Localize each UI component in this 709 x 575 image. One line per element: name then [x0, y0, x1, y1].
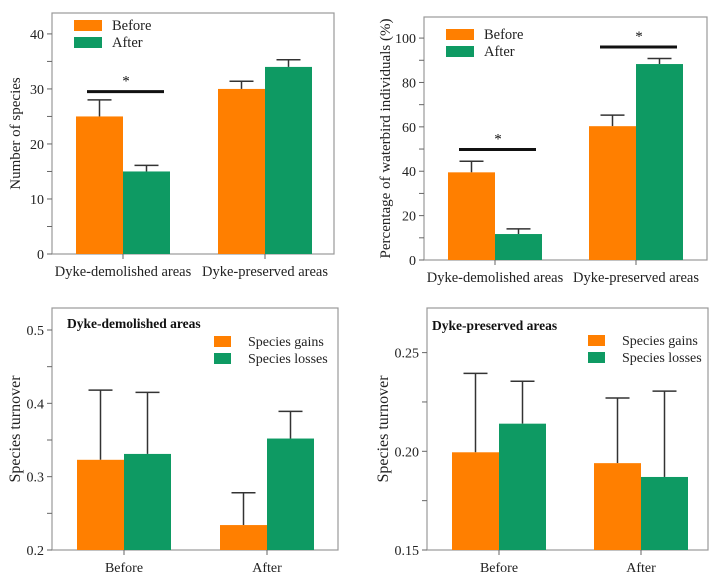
y-tick-label: 60	[402, 121, 416, 136]
legend-swatch	[446, 46, 474, 57]
legend-swatch	[588, 352, 605, 363]
significance-label: *	[635, 29, 643, 45]
legend-label: After	[484, 44, 515, 60]
y-tick-label: 0.5	[27, 324, 45, 339]
x-tick-label: Dyke-preserved areas	[202, 264, 328, 280]
y-axis-label: Number of species	[8, 77, 24, 190]
bar-species-losses	[641, 476, 688, 550]
y-tick-label: 0.4	[27, 397, 45, 412]
legend-label: Before	[112, 18, 151, 34]
y-tick-label: 40	[30, 28, 44, 43]
y-tick-label: 0.20	[395, 445, 420, 460]
bar-before	[589, 126, 636, 260]
y-tick-label: 0	[37, 248, 44, 263]
bar-species-gains	[594, 463, 641, 550]
legend-label: Species losses	[248, 352, 328, 367]
y-tick-label: 10	[30, 193, 44, 208]
x-tick-label: After	[626, 561, 656, 575]
bar-after	[123, 171, 170, 254]
significance-label: *	[494, 131, 502, 147]
bar-before	[448, 172, 495, 260]
bar-species-losses	[267, 438, 314, 550]
legend-label: Before	[484, 27, 523, 43]
legend-label: After	[112, 35, 143, 51]
y-tick-label: 40	[402, 165, 416, 180]
x-tick-label: After	[252, 561, 282, 575]
plot-frame	[426, 307, 709, 551]
y-tick-label: 30	[30, 83, 44, 98]
plot-frame	[51, 12, 335, 255]
y-tick-label: 80	[402, 76, 416, 91]
x-tick-label: Before	[480, 561, 518, 575]
y-tick-label: 100	[395, 32, 416, 47]
bar-species-gains	[220, 525, 267, 550]
x-tick-label: Dyke-preserved areas	[573, 270, 699, 286]
bar-before	[76, 116, 123, 254]
panel-title: Dyke-preserved areas	[432, 318, 557, 333]
x-tick-label: Dyke-demolished areas	[55, 264, 192, 280]
legend-swatch	[74, 20, 102, 31]
panel-title: Dyke-demolished areas	[67, 316, 201, 331]
y-axis-label: Species turnover	[375, 375, 392, 483]
y-tick-label: 0.25	[395, 347, 420, 362]
y-tick-label: 0.15	[395, 544, 420, 559]
y-tick-label: 0	[409, 254, 416, 269]
bar-species-gains	[77, 459, 124, 550]
legend-swatch	[446, 29, 474, 40]
chart-panel-1: 0 10 20 30 40 Number of species Dyke-demolishe…	[8, 12, 335, 280]
y-axis-label: Species turnover	[7, 375, 24, 483]
legend-label: Species gains	[622, 334, 698, 349]
legend-label: Species gains	[248, 335, 324, 350]
y-tick-label: 0.2	[27, 544, 45, 559]
bar-after	[495, 234, 542, 260]
y-axis-label: Percentage of waterbird individuals (%)	[378, 19, 394, 259]
legend-swatch	[214, 353, 231, 364]
legend-swatch	[214, 336, 231, 347]
x-tick-label: Dyke-demolished areas	[427, 270, 564, 286]
bar-species-gains	[452, 452, 499, 550]
plot-frame	[423, 16, 708, 261]
bar-after	[265, 66, 312, 255]
bar-after	[636, 64, 683, 261]
bar-species-losses	[499, 423, 546, 550]
y-tick-label: 20	[30, 138, 44, 153]
bar-before	[218, 88, 265, 254]
legend-swatch	[74, 37, 102, 48]
plot-frame	[51, 307, 339, 551]
y-tick-label: 20	[402, 210, 416, 225]
bar-species-losses	[124, 453, 171, 550]
legend-label: Species losses	[622, 351, 702, 366]
significance-label: *	[122, 74, 130, 90]
legend-swatch	[588, 335, 605, 346]
y-tick-label: 0.3	[27, 471, 45, 486]
x-tick-label: Before	[105, 561, 143, 575]
chart-panel-3: 0.2 0.3 0.4 0.5 Species turnover Before After D…	[7, 307, 339, 575]
